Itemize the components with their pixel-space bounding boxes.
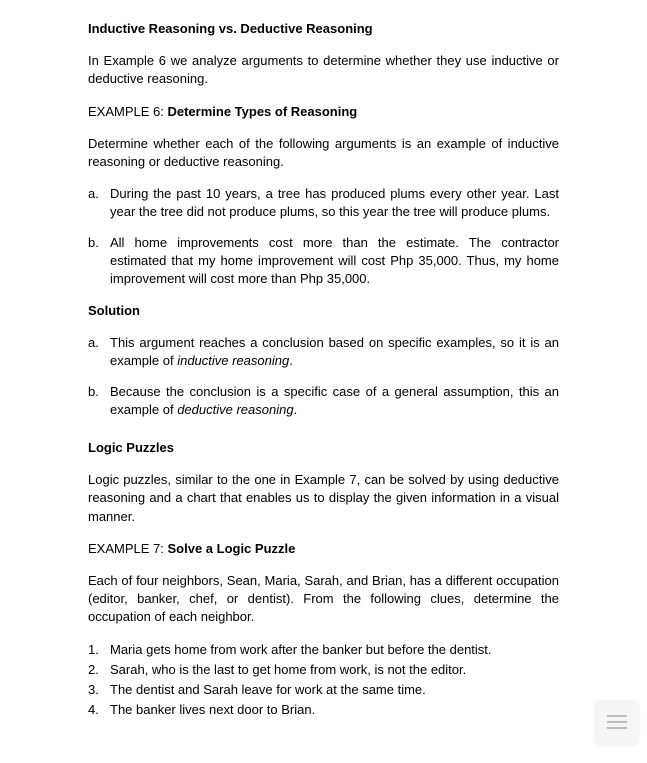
item-text: This argument reaches a conclusion based… [110, 334, 559, 370]
list-item: 3. The dentist and Sarah leave for work … [88, 681, 559, 699]
menu-icon [607, 721, 627, 723]
section-heading: Logic Puzzles [88, 439, 559, 457]
list-item: 1. Maria gets home from work after the b… [88, 641, 559, 659]
item-text: Maria gets home from work after the bank… [110, 641, 559, 659]
list-item: 2. Sarah, who is the last to get home fr… [88, 661, 559, 679]
item-text: During the past 10 years, a tree has pro… [110, 185, 559, 221]
solution-text-italic: deductive reasoning [177, 402, 293, 417]
example-label: EXAMPLE 6: Determine Types of Reasoning [88, 103, 559, 121]
solution-text-post: . [294, 402, 298, 417]
menu-icon [607, 715, 627, 717]
item-marker: b. [88, 383, 110, 419]
list-item: a. During the past 10 years, a tree has … [88, 185, 559, 221]
example-label: EXAMPLE 7: Solve a Logic Puzzle [88, 540, 559, 558]
section-heading: Inductive Reasoning vs. Deductive Reason… [88, 20, 559, 38]
item-text: Sarah, who is the last to get home from … [110, 661, 559, 679]
example-number: EXAMPLE 7: [88, 541, 167, 556]
item-marker: 1. [88, 641, 110, 659]
item-text: The dentist and Sarah leave for work at … [110, 681, 559, 699]
item-marker: a. [88, 185, 110, 221]
solution-heading: Solution [88, 302, 559, 320]
item-text: Because the conclusion is a specific cas… [110, 383, 559, 419]
solution-list: a. This argument reaches a conclusion ba… [88, 334, 559, 419]
example-prompt: Determine whether each of the following … [88, 135, 559, 171]
item-marker: b. [88, 234, 110, 289]
menu-button[interactable] [595, 700, 639, 744]
intro-paragraph: In Example 6 we analyze arguments to det… [88, 52, 559, 88]
item-marker: 2. [88, 661, 110, 679]
list-item: 4. The banker lives next door to Brian. [88, 701, 559, 719]
list-item: a. This argument reaches a conclusion ba… [88, 334, 559, 370]
item-marker: 3. [88, 681, 110, 699]
solution-text-italic: inductive reasoning [177, 353, 289, 368]
clue-list: 1. Maria gets home from work after the b… [88, 641, 559, 720]
list-item: b. All home improvements cost more than … [88, 234, 559, 289]
intro-paragraph: Logic puzzles, similar to the one in Exa… [88, 471, 559, 526]
example-title: Solve a Logic Puzzle [167, 541, 295, 556]
example-number: EXAMPLE 6: [88, 104, 167, 119]
menu-icon [607, 727, 627, 729]
argument-list: a. During the past 10 years, a tree has … [88, 185, 559, 288]
example-prompt: Each of four neighbors, Sean, Maria, Sar… [88, 572, 559, 627]
item-text: The banker lives next door to Brian. [110, 701, 559, 719]
item-marker: a. [88, 334, 110, 370]
document-page: Inductive Reasoning vs. Deductive Reason… [0, 0, 647, 763]
list-item: b. Because the conclusion is a specific … [88, 383, 559, 419]
solution-text-post: . [289, 353, 293, 368]
item-text: All home improvements cost more than the… [110, 234, 559, 289]
item-marker: 4. [88, 701, 110, 719]
example-title: Determine Types of Reasoning [167, 104, 357, 119]
